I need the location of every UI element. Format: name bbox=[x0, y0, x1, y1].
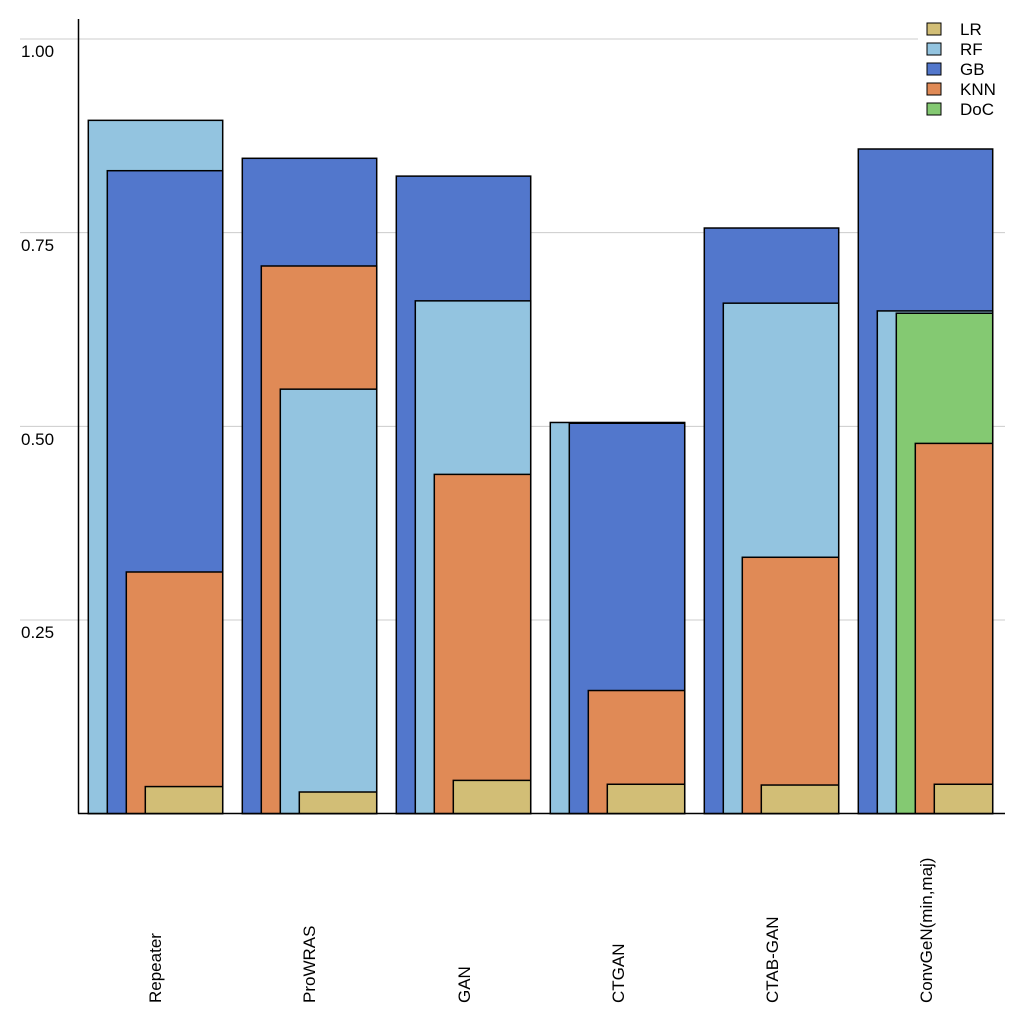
legend-swatch-gb bbox=[926, 62, 942, 76]
bar-rf bbox=[279, 388, 378, 815]
y-tick-label: 0.50 bbox=[21, 430, 54, 449]
x-tick-label: GAN bbox=[455, 966, 474, 1003]
y-tick-labels: 0.25 0.50 0.75 1.00 bbox=[21, 42, 54, 642]
legend-swatch-knn bbox=[926, 82, 942, 96]
y-tick-label: 0.75 bbox=[21, 236, 54, 255]
legend: LR RF GB KNN DoC bbox=[918, 16, 1008, 122]
legend-label: DoC bbox=[960, 100, 994, 119]
bar-knn bbox=[125, 571, 224, 815]
bar-group bbox=[703, 227, 840, 815]
bar-group bbox=[857, 148, 994, 815]
bar-lr bbox=[144, 785, 224, 815]
bar-lr bbox=[452, 779, 532, 815]
legend-item-gb: GB bbox=[926, 60, 985, 79]
legend-swatch-doc bbox=[926, 102, 942, 116]
legend-item-knn: KNN bbox=[926, 80, 996, 99]
axes bbox=[77, 19, 1005, 815]
bar-knn bbox=[914, 442, 994, 815]
legend-item-doc: DoC bbox=[926, 100, 994, 119]
y-tick-label: 1.00 bbox=[21, 42, 54, 61]
bar-group bbox=[549, 421, 686, 815]
bar-knn bbox=[741, 556, 840, 815]
legend-label: GB bbox=[960, 60, 985, 79]
legend-item-lr: LR bbox=[926, 20, 982, 39]
x-tick-label: ProWRAS bbox=[300, 926, 319, 1003]
bar-lr bbox=[606, 783, 686, 815]
legend-label: RF bbox=[960, 40, 983, 59]
legend-label: LR bbox=[960, 20, 982, 39]
x-tick-label: CTAB-GAN bbox=[763, 916, 782, 1003]
bar-group bbox=[241, 157, 378, 815]
bar-knn bbox=[433, 473, 532, 815]
x-tick-label: Repeater bbox=[146, 933, 165, 1003]
bar-lr bbox=[760, 784, 840, 815]
bar-group bbox=[87, 119, 224, 815]
x-tick-labels: Repeater ProWRAS GAN CTGAN CTAB-GAN Conv… bbox=[146, 858, 936, 1003]
bar-group bbox=[395, 175, 532, 815]
legend-label: KNN bbox=[960, 80, 996, 99]
bar-lr bbox=[933, 783, 994, 815]
legend-item-rf: RF bbox=[926, 40, 983, 59]
bar-lr bbox=[298, 791, 378, 815]
bars bbox=[87, 119, 994, 815]
x-tick-label: CTGAN bbox=[609, 944, 628, 1004]
x-tick-label: ConvGeN(min,maj) bbox=[917, 858, 936, 1003]
legend-swatch-rf bbox=[926, 42, 942, 56]
legend-swatch-lr bbox=[926, 22, 942, 36]
y-tick-label: 0.25 bbox=[21, 623, 54, 642]
